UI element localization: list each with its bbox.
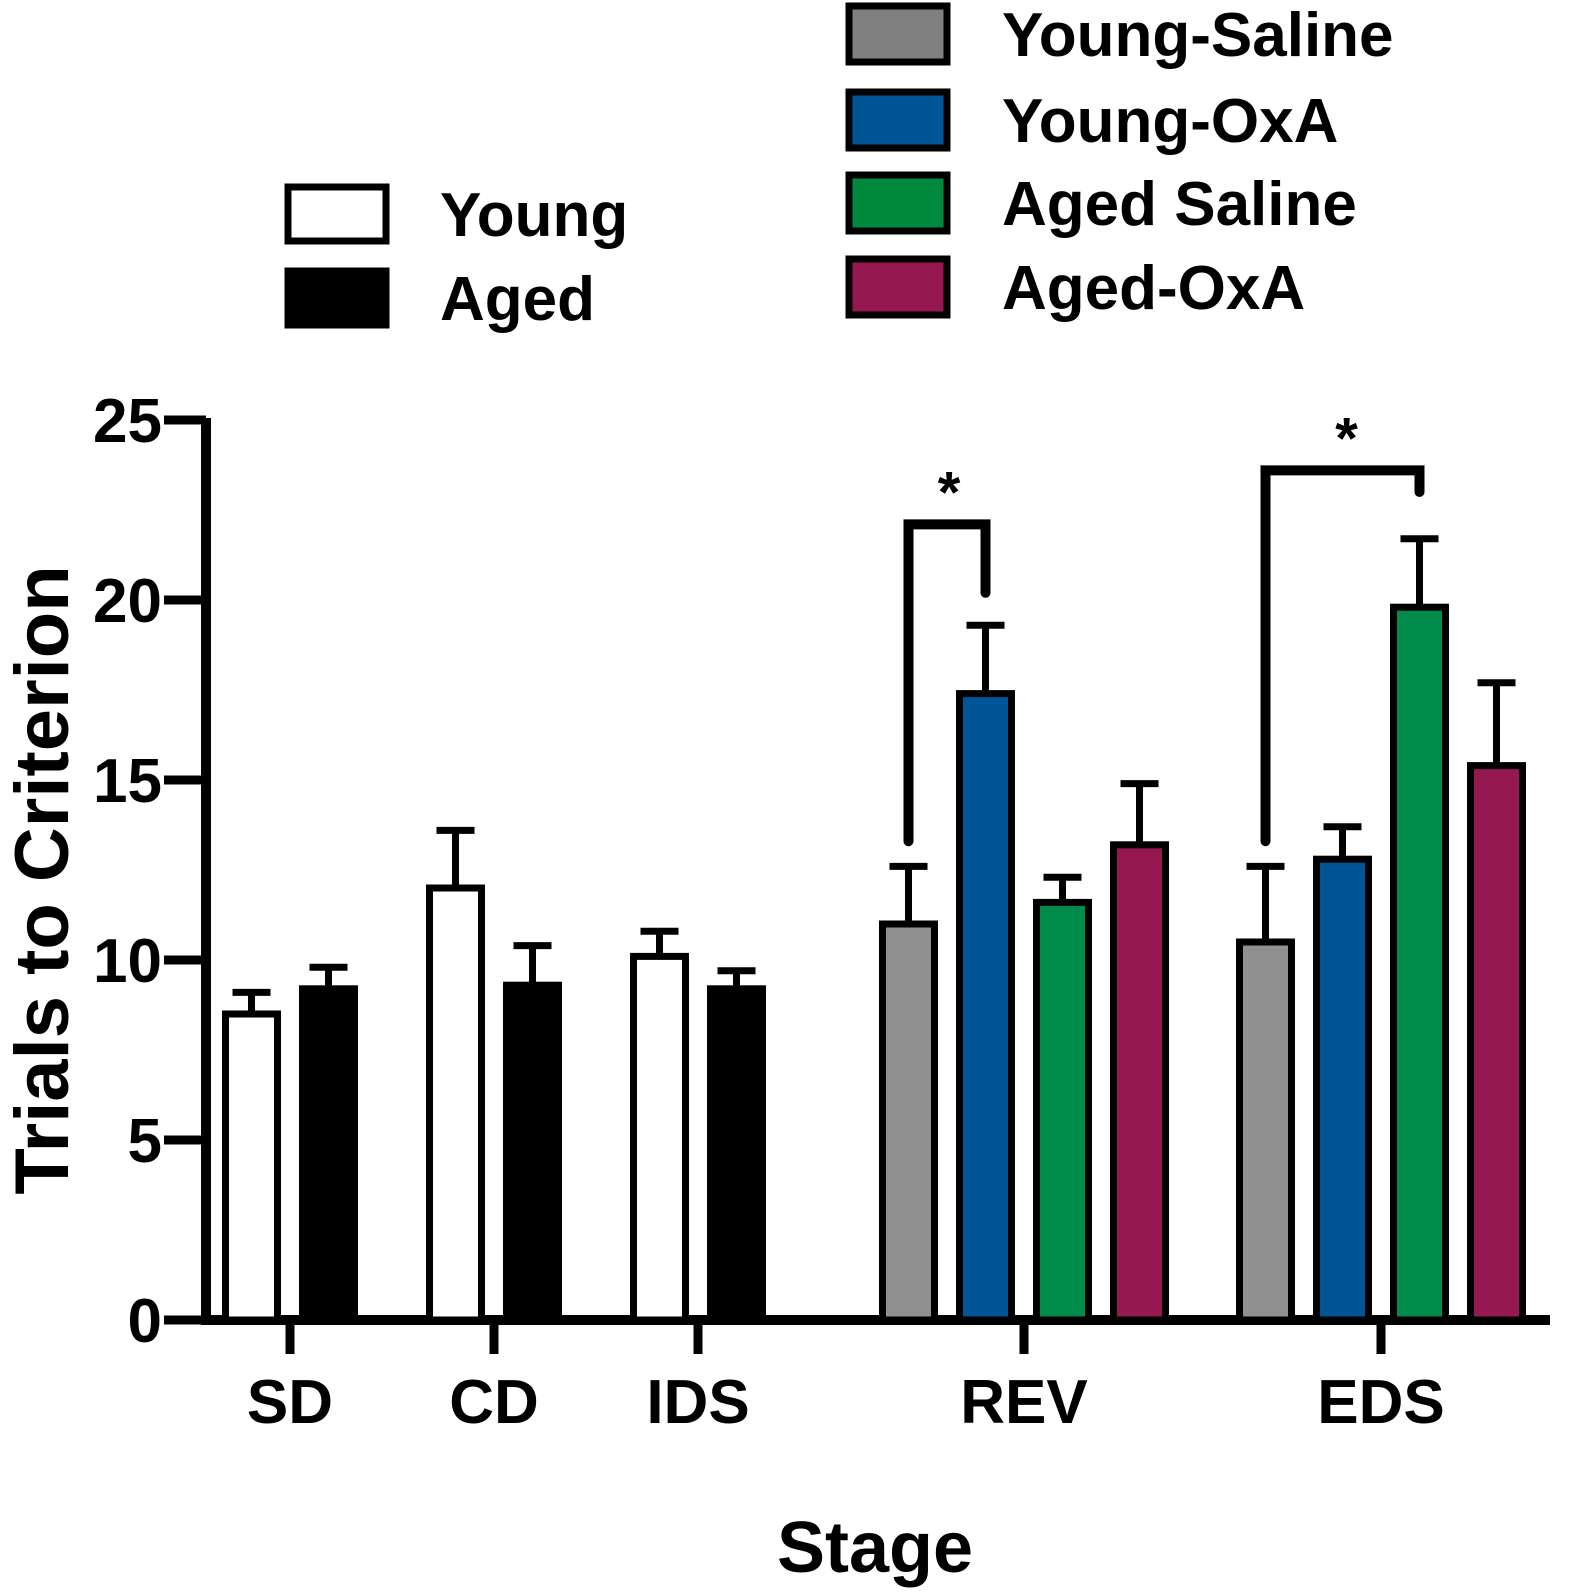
- y-tick-label: 5: [128, 1107, 162, 1176]
- legend-swatch-aged-saline: [845, 171, 951, 235]
- bar-rev-young-oxa: [956, 690, 1015, 1324]
- x-tick-label: REV: [960, 1368, 1087, 1437]
- bar-sd-young: [222, 1010, 281, 1324]
- legend-label: Young-OxA: [1002, 87, 1338, 156]
- x-axis-title: Stage: [777, 1508, 973, 1588]
- axes: Trials to Criterion Stage 0 5 10 15 20 25 SD CD…: [0, 387, 1550, 1588]
- significance-star: *: [1335, 406, 1358, 471]
- legend-area: Young Aged Young-Saline Young-OxA Aged Salin…: [284, 1, 1394, 334]
- x-tick-label: CD: [449, 1368, 539, 1437]
- legend-label: Aged-OxA: [1002, 254, 1305, 323]
- legend-swatch-aged-oxa: [845, 255, 951, 319]
- bar-rev-aged-oxa: [1110, 841, 1169, 1324]
- significance-bracket-rev: [903, 519, 991, 847]
- bar-ids-young: [630, 952, 689, 1324]
- bar-rev-young-saline: [879, 920, 938, 1324]
- bar-cd-young: [426, 884, 485, 1324]
- x-tick-label: SD: [247, 1368, 333, 1437]
- y-axis-title: Trials to Criterion: [0, 565, 85, 1194]
- y-tick-label: 20: [93, 567, 162, 636]
- legend-label: Young-Saline: [1002, 1, 1394, 70]
- y-tick-label: 25: [93, 387, 162, 456]
- legend-swatch-young: [284, 183, 390, 245]
- bar-rev-aged-saline: [1033, 898, 1092, 1324]
- bar-sd-aged: [299, 985, 358, 1324]
- significance-bracket-eds: [1260, 465, 1425, 847]
- x-tick-label: IDS: [646, 1368, 749, 1437]
- bar-ids-aged: [707, 985, 766, 1324]
- significance-annotations: **: [903, 406, 1425, 847]
- legend-label: Aged Saline: [1002, 170, 1357, 239]
- legend-swatch-young-oxa: [845, 88, 951, 152]
- y-tick-label: 10: [93, 927, 162, 996]
- bar-eds-young-oxa: [1313, 855, 1372, 1324]
- y-tick-label: 15: [93, 747, 162, 816]
- legend-label: Young: [440, 181, 628, 250]
- bar-eds-young-saline: [1236, 938, 1295, 1324]
- legend-swatch-aged: [284, 267, 390, 329]
- legend-label: Aged: [440, 265, 595, 334]
- significance-star: *: [938, 460, 961, 525]
- bars: [222, 535, 1526, 1324]
- x-tick-label: EDS: [1317, 1368, 1444, 1437]
- y-tick-label: 0: [128, 1287, 162, 1356]
- bar-eds-aged-oxa: [1467, 762, 1526, 1324]
- bar-eds-aged-saline: [1390, 603, 1449, 1324]
- legend-swatch-young-saline: [845, 2, 951, 66]
- bar-cd-aged: [503, 981, 562, 1324]
